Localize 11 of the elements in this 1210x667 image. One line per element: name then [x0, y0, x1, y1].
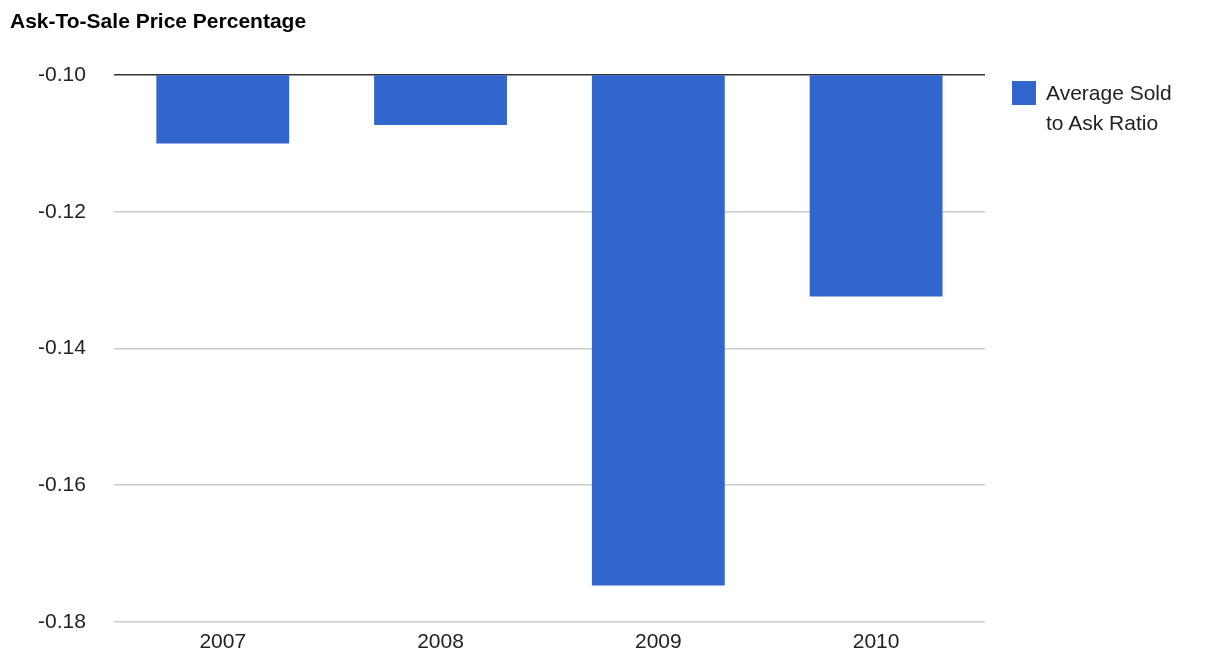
y-tick-label: -0.12 — [37, 198, 86, 222]
y-tick-label: -0.18 — [37, 608, 86, 632]
y-tick-label: -0.16 — [37, 471, 86, 495]
x-tick-label: 2008 — [417, 629, 464, 653]
x-tick-label: 2009 — [634, 629, 682, 653]
x-tick-label: 2007 — [199, 629, 247, 653]
x-tick-label: 2010 — [852, 629, 900, 653]
y-tick-label: -0.14 — [37, 335, 87, 359]
legend-label: Average Sold to Ask Ratio — [1046, 80, 1173, 136]
chart-title: Ask-To-Sale Price Percentage — [10, 9, 307, 33]
y-tick-label: -0.10 — [37, 62, 86, 85]
